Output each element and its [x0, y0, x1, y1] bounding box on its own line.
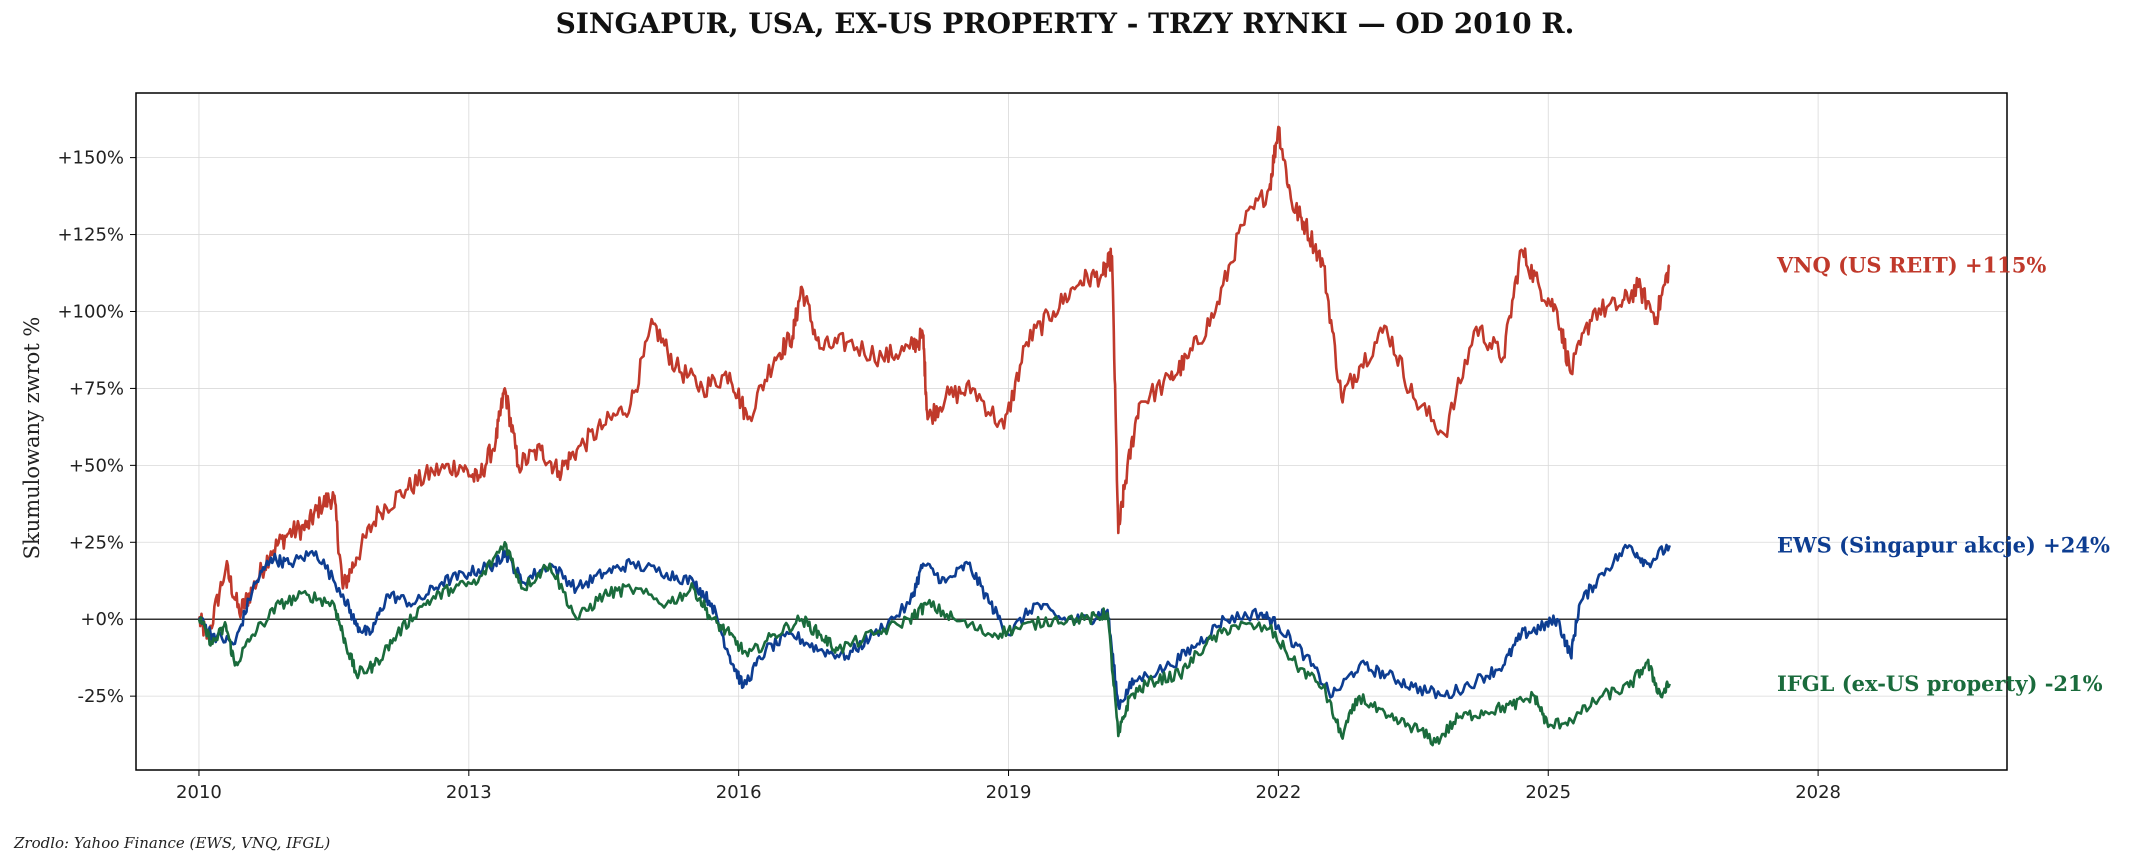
series-end-label: EWS (Singapur akcje) +24%: [1777, 532, 2110, 557]
y-tick-label: +75%: [69, 378, 124, 399]
series-line: [198, 543, 1671, 711]
y-tick-label: -25%: [77, 686, 124, 707]
x-tick-label: 2013: [446, 782, 492, 803]
chart-title: SINGAPUR, USA, EX-US PROPERTY - TRZY RYN…: [556, 7, 1575, 40]
y-tick-label: +150%: [57, 148, 124, 169]
source-note: Zrodlo: Yahoo Finance (EWS, VNQ, IFGL): [13, 834, 330, 852]
x-axis: 2010 2013 2016 2019 2022 2025 2028: [176, 770, 1841, 803]
series-line: [197, 541, 1671, 747]
grid: [136, 93, 2007, 770]
y-tick-label: +25%: [69, 532, 124, 553]
legend: VNQ (US REIT) +115% EWS (Singapur akcje) …: [1776, 252, 2110, 696]
x-tick-label: 2010: [176, 782, 222, 803]
series-end-label: VNQ (US REIT) +115%: [1776, 252, 2046, 277]
y-tick-label: +0%: [80, 609, 124, 630]
y-tick-label: +100%: [57, 301, 124, 322]
x-tick-label: 2022: [1255, 782, 1301, 803]
y-tick-label: +50%: [69, 455, 124, 476]
y-axis: -25% +0% +25% +50% +75% +100% +125% +150%: [57, 148, 136, 707]
x-tick-label: 2019: [986, 782, 1032, 803]
series-end-label: IFGL (ex-US property) -21%: [1777, 671, 2103, 696]
y-tick-label: +125%: [57, 225, 124, 246]
x-tick-label: 2028: [1795, 782, 1841, 803]
x-tick-label: 2016: [716, 782, 762, 803]
series-line: [197, 125, 1671, 641]
y-axis-label: Skumulowany zwrot %: [20, 317, 44, 560]
x-tick-label: 2025: [1525, 782, 1571, 803]
plot-area: [135, 92, 2008, 771]
series-layer: [197, 125, 1671, 747]
